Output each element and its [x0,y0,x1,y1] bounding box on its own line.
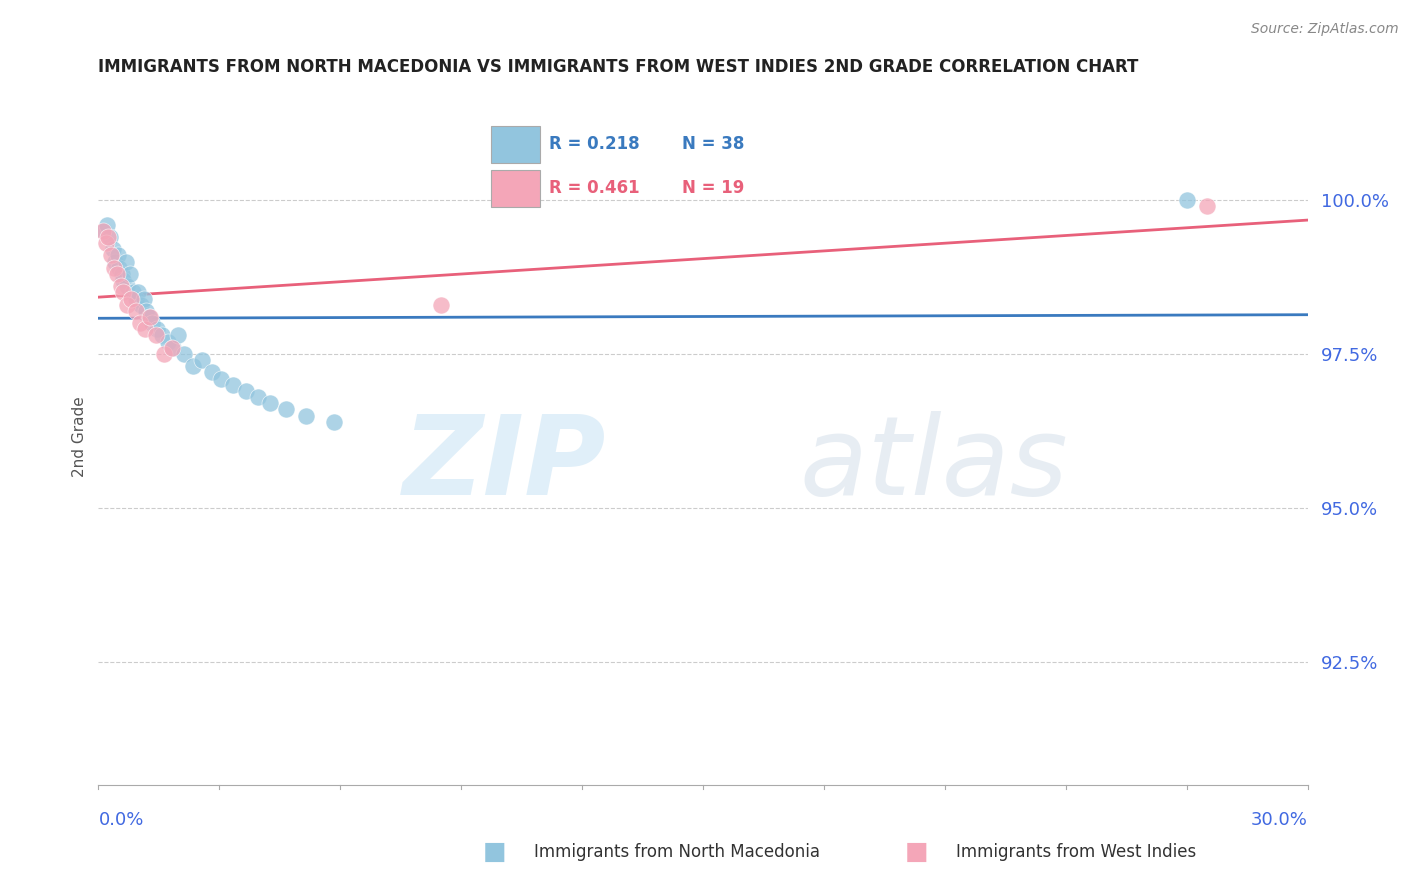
Point [146,322,169,336]
Point [117,298,139,312]
Point [108,260,131,275]
Point [101,242,124,256]
Point [117,279,139,293]
Point [259,396,281,410]
Point [105,267,128,281]
Text: 0.0%: 0.0% [98,811,143,829]
Point [112,285,135,300]
Point [295,409,318,423]
Point [135,303,157,318]
Point [235,384,257,398]
Y-axis label: 2nd Grade: 2nd Grade [72,397,87,477]
Text: atlas: atlas [800,411,1069,518]
Point [246,390,269,404]
Point [121,285,143,300]
Point [138,310,160,324]
Point [100,248,122,262]
Text: ■: ■ [482,840,506,863]
Point [141,316,163,330]
Point [222,377,245,392]
Point [167,328,190,343]
Point [134,322,156,336]
Point [129,298,152,312]
Point [124,292,146,306]
Point [323,415,346,429]
Point [191,353,214,368]
Point [201,366,224,380]
Point [209,371,232,385]
Point [132,292,155,306]
Point [1175,193,1198,207]
Text: IMMIGRANTS FROM NORTH MACEDONIA VS IMMIGRANTS FROM WEST INDIES 2ND GRADE CORRELA: IMMIGRANTS FROM NORTH MACEDONIA VS IMMIG… [98,58,1139,76]
Point [139,310,162,324]
Point [96,218,118,232]
Point [160,341,183,355]
Point [124,303,146,318]
Point [118,267,141,281]
Point [114,254,136,268]
Point [98,230,121,244]
Point [91,224,114,238]
Point [111,267,134,281]
Point [181,359,204,374]
Point [103,260,125,275]
Point [128,316,150,330]
Point [110,279,132,293]
Text: 30.0%: 30.0% [1251,811,1308,829]
Point [112,273,135,287]
Text: ZIP: ZIP [402,411,606,518]
Point [173,347,195,361]
Point [127,285,149,300]
Point [94,236,117,251]
Point [107,248,129,262]
Point [145,328,167,343]
Point [274,402,297,417]
Point [430,298,453,312]
Point [162,341,184,355]
Point [104,254,127,268]
Point [156,334,179,349]
Point [1195,199,1218,213]
Point [152,347,174,361]
Point [150,328,173,343]
Point [93,224,115,238]
Text: Source: ZipAtlas.com: Source: ZipAtlas.com [1251,22,1399,37]
Text: ■: ■ [904,840,928,863]
Text: Immigrants from North Macedonia: Immigrants from North Macedonia [534,843,820,861]
Point [121,292,143,306]
Text: Immigrants from West Indies: Immigrants from West Indies [956,843,1197,861]
Point [97,230,120,244]
